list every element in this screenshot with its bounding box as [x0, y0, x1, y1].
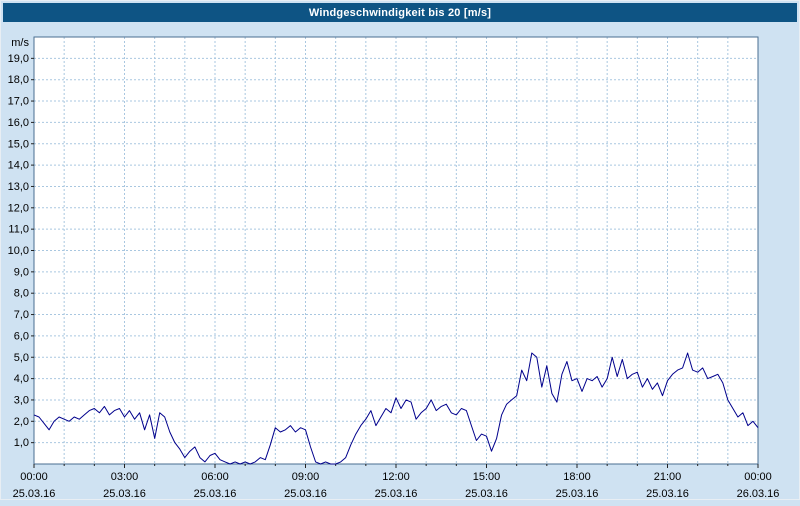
- x-tick-date-label: 25.03.16: [646, 488, 689, 500]
- y-tick-label: 5,0: [14, 352, 29, 364]
- x-tick-time-label: 00:00: [744, 471, 772, 483]
- x-tick-time-label: 15:00: [473, 471, 501, 483]
- y-tick-label: 8,0: [14, 288, 29, 300]
- y-tick-label: 10,0: [8, 245, 29, 257]
- y-tick-label: 14,0: [8, 160, 29, 172]
- y-tick-label: 3,0: [14, 394, 29, 406]
- x-tick-time-label: 21:00: [654, 471, 682, 483]
- x-tick-time-label: 06:00: [201, 471, 229, 483]
- x-tick-date-label: 25.03.16: [194, 488, 237, 500]
- y-tick-label: 9,0: [14, 266, 29, 278]
- x-tick-date-label: 26.03.16: [737, 488, 780, 500]
- x-tick-date-label: 25.03.16: [103, 488, 146, 500]
- y-tick-label: 17,0: [8, 96, 29, 108]
- x-tick-time-label: 12:00: [382, 471, 410, 483]
- y-axis-unit-label: m/s: [11, 37, 29, 49]
- x-tick-date-label: 25.03.16: [465, 488, 508, 500]
- y-tick-label: 6,0: [14, 330, 29, 342]
- wind-speed-chart: 1,0 2,0 3,0 4,0 5,0 6,0 7,0 8,0 9,0 10,0 11,0 12,0 1…: [8, 36, 780, 500]
- x-tick-date-label: 25.03.16: [284, 488, 327, 500]
- x-tick-date-label: 25.03.16: [13, 488, 56, 500]
- chart-title: Windgeschwindigkeit bis 20 [m/s]: [308, 6, 492, 19]
- y-tick-label: 15,0: [8, 138, 29, 150]
- x-tick-time-label: 00:00: [20, 471, 48, 483]
- y-tick-label: 1,0: [14, 437, 29, 449]
- y-tick-label: 16,0: [8, 117, 29, 129]
- y-tick-label: 11,0: [8, 224, 29, 236]
- y-tick-label: 19,0: [8, 53, 29, 65]
- title-bar: Windgeschwindigkeit bis 20 [m/s]: [3, 3, 797, 22]
- y-tick-label: 7,0: [14, 309, 29, 321]
- y-tick-label: 4,0: [14, 373, 29, 385]
- y-tick-label: 13,0: [8, 181, 29, 193]
- wind-speed-line: [33, 352, 759, 465]
- y-tick-label: 12,0: [8, 202, 29, 214]
- x-tick-date-label: 25.03.16: [556, 488, 599, 500]
- y-tick-label: 18,0: [8, 74, 29, 86]
- y-tick-label: 2,0: [14, 416, 29, 428]
- chart-area: 1,0 2,0 3,0 4,0 5,0 6,0 7,0 8,0 9,0 10,0 11,0 12,0 1…: [1, 22, 800, 501]
- x-tick-time-label: 03:00: [111, 471, 139, 483]
- x-tick-time-label: 18:00: [563, 471, 591, 483]
- x-tick-date-label: 25.03.16: [375, 488, 418, 500]
- x-tick-time-label: 09:00: [292, 471, 320, 483]
